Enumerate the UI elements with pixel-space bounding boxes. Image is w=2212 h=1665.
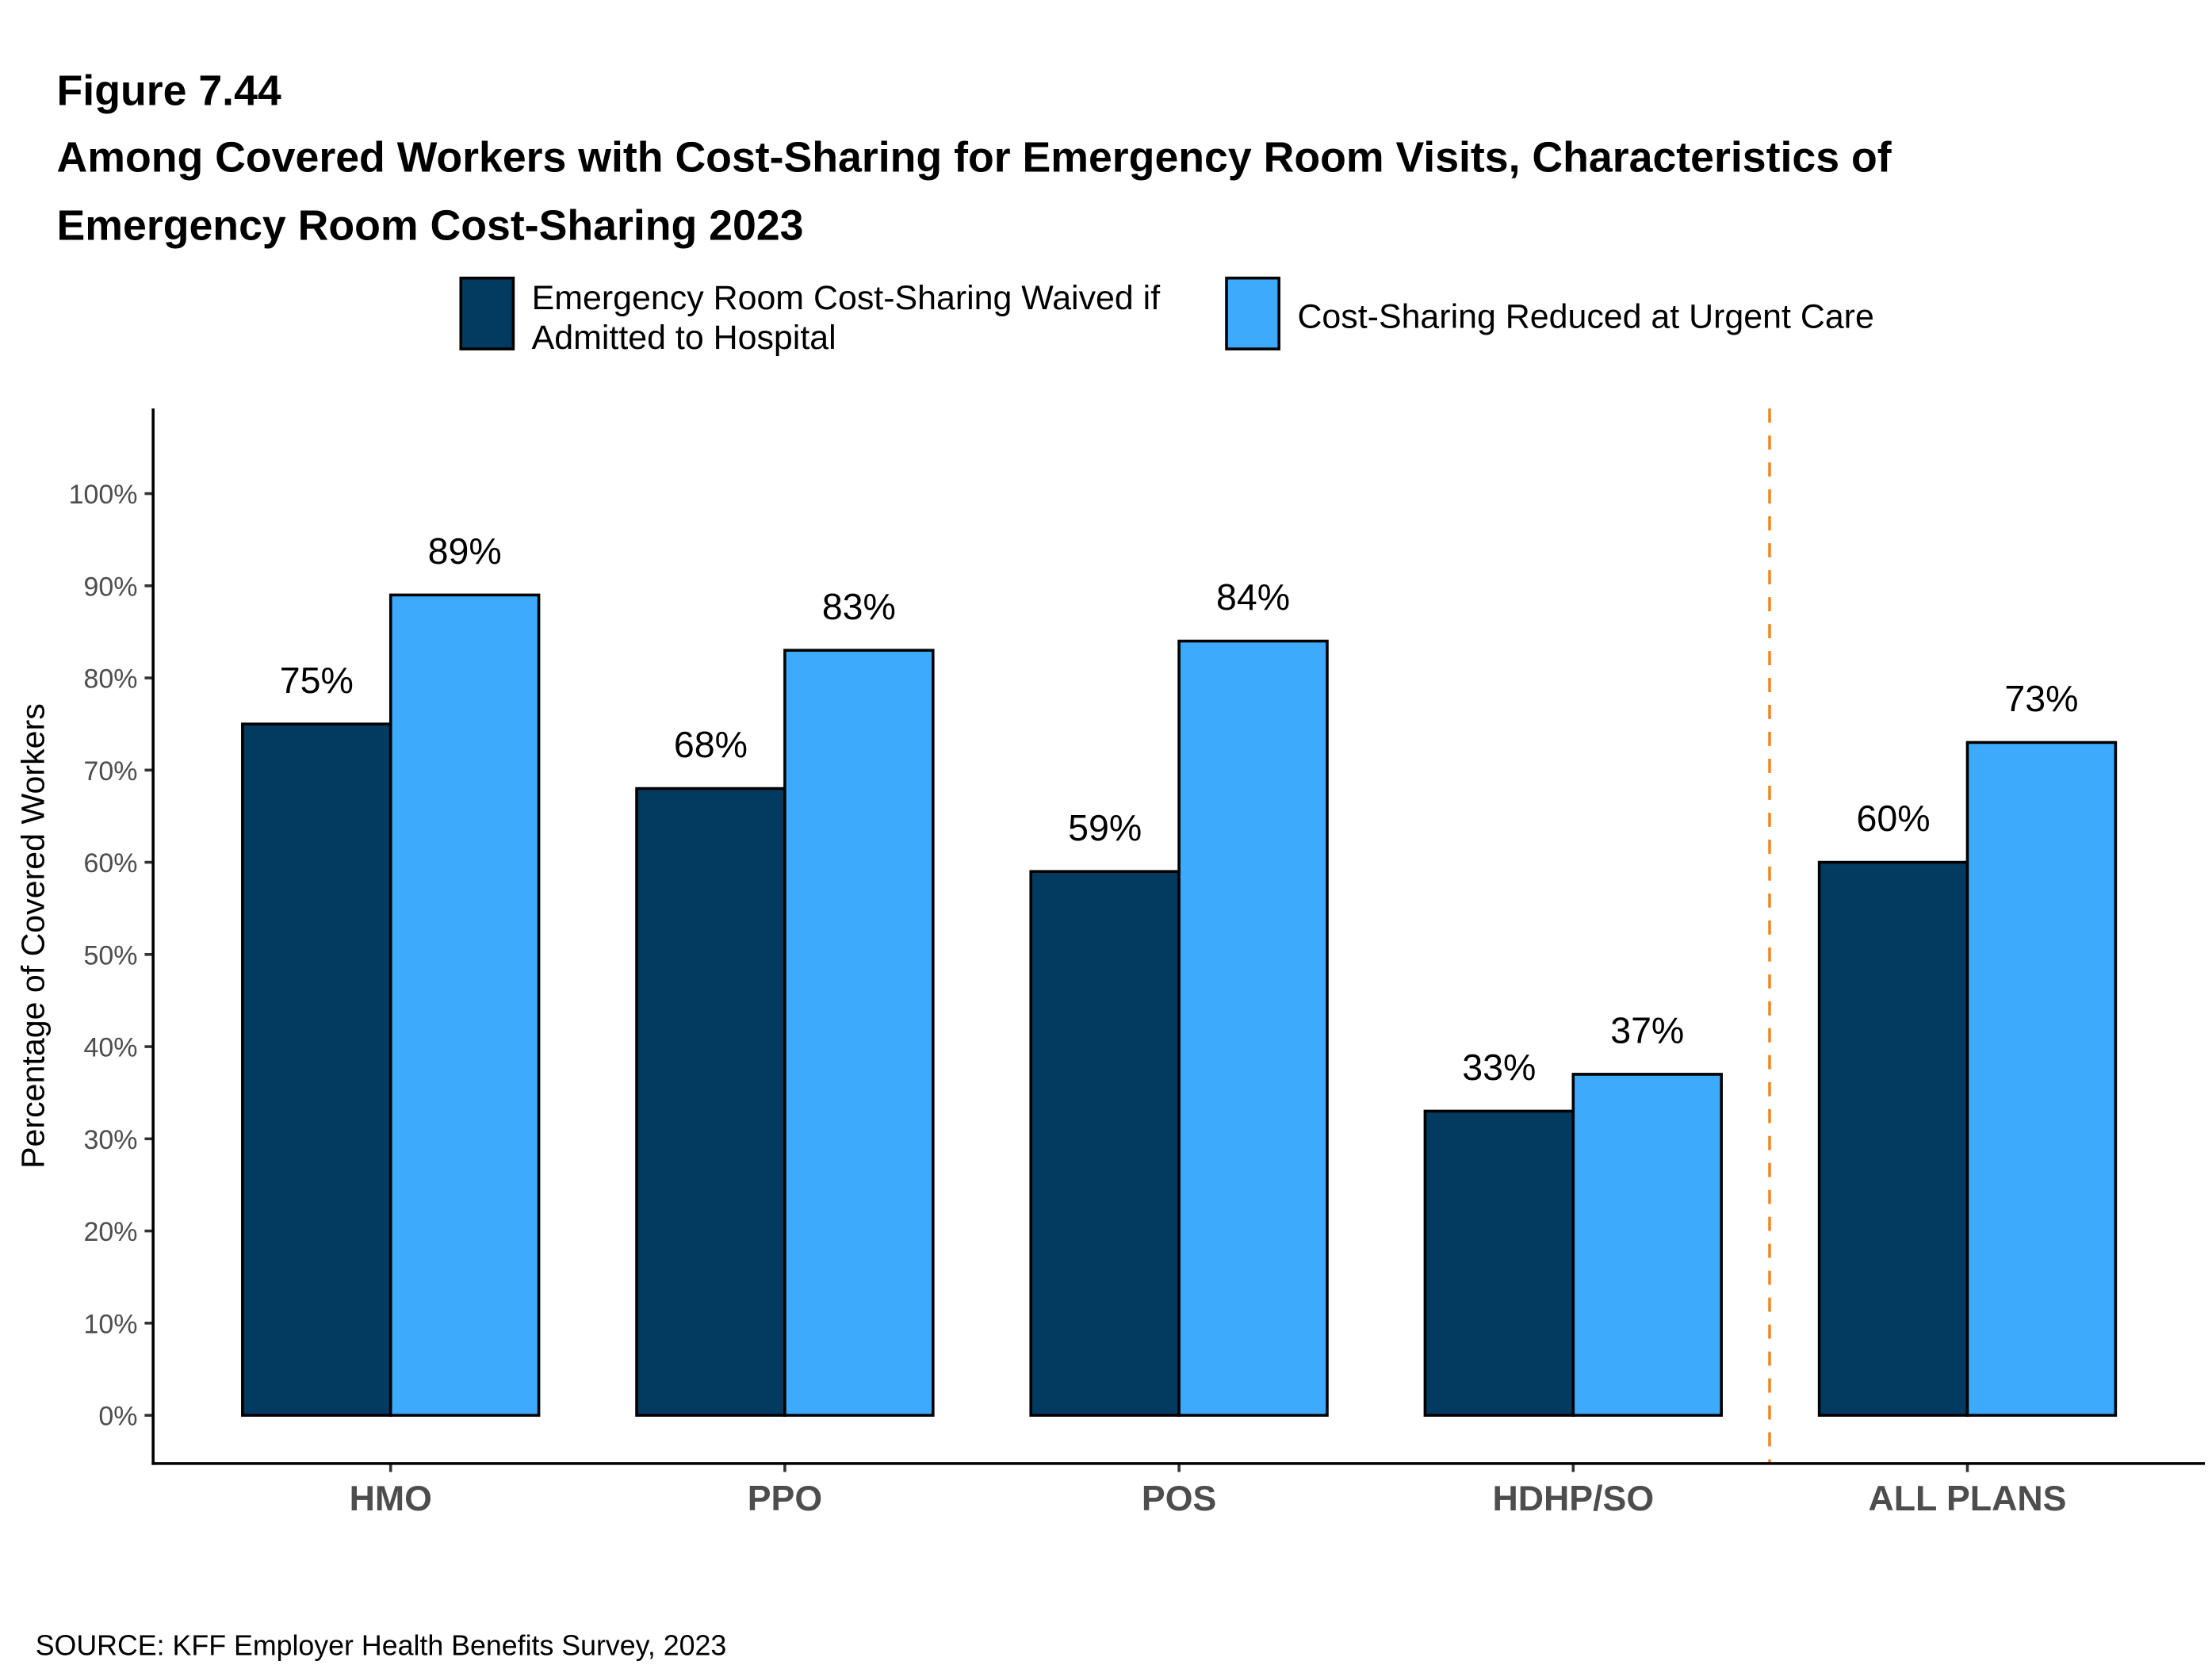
bar-urgent-care [1965, 741, 2118, 1417]
y-axis-label: Percentage of Covered Workers [14, 703, 51, 1169]
data-label: 83% [822, 586, 896, 627]
data-label: 73% [2004, 678, 2078, 719]
legend-label-urgent-care: Cost-Sharing Reduced at Urgent Care [1297, 297, 1873, 335]
data-label: 37% [1610, 1010, 1684, 1051]
y-tick-label: 60% [83, 848, 137, 878]
x-category-label: POS [1142, 1479, 1216, 1518]
y-tick-label: 80% [83, 664, 137, 695]
source-note: SOURCE: KFF Employer Health Benefits Sur… [36, 1629, 727, 1661]
data-label: 75% [280, 660, 354, 701]
figure-label: Figure 7.44 [57, 67, 281, 115]
bar-waived [241, 722, 392, 1417]
bar-urgent-care [388, 593, 541, 1417]
legend-swatch-waived [459, 276, 515, 350]
y-tick-label: 10% [83, 1309, 137, 1339]
bar-waived [1029, 870, 1181, 1417]
bar-waived [1423, 1109, 1575, 1417]
data-label: 59% [1068, 807, 1142, 848]
x-category-label: PPO [748, 1479, 822, 1518]
y-tick-label: 90% [83, 572, 137, 602]
data-label: 89% [428, 530, 502, 572]
y-tick-label: 50% [83, 940, 137, 970]
data-label: 33% [1462, 1047, 1536, 1088]
chart-title-line-1: Among Covered Workers with Cost-Sharing … [57, 134, 1892, 182]
x-category-label: HDHP/SO [1492, 1479, 1654, 1518]
legend-swatch-urgent-care [1225, 276, 1280, 350]
y-tick-label: 30% [83, 1125, 137, 1155]
bar-urgent-care [783, 649, 935, 1417]
y-tick-label: 40% [83, 1033, 137, 1063]
y-tick-label: 100% [69, 480, 138, 510]
chart-title-line-2: Emergency Room Cost-Sharing 2023 [57, 201, 804, 249]
y-tick-label: 0% [98, 1402, 137, 1432]
bar-waived [1817, 860, 1969, 1417]
legend-label-waived-line-2: Admitted to Hospital [532, 319, 836, 357]
x-category-label: HMO [350, 1479, 432, 1518]
y-tick-label: 70% [83, 756, 137, 787]
y-tick-label: 20% [83, 1217, 137, 1247]
data-label: 68% [674, 724, 748, 765]
bar-waived [635, 787, 786, 1417]
legend-label-waived-line-1: Emergency Room Cost-Sharing Waived if [532, 279, 1161, 317]
legend: Emergency Room Cost-Sharing Waived if Ad… [459, 276, 1874, 357]
bar-urgent-care [1571, 1073, 1723, 1417]
data-label: 84% [1216, 576, 1290, 618]
x-category-label: ALL PLANS [1868, 1479, 2066, 1518]
data-label: 60% [1857, 798, 1931, 839]
bar-urgent-care [1177, 639, 1329, 1417]
